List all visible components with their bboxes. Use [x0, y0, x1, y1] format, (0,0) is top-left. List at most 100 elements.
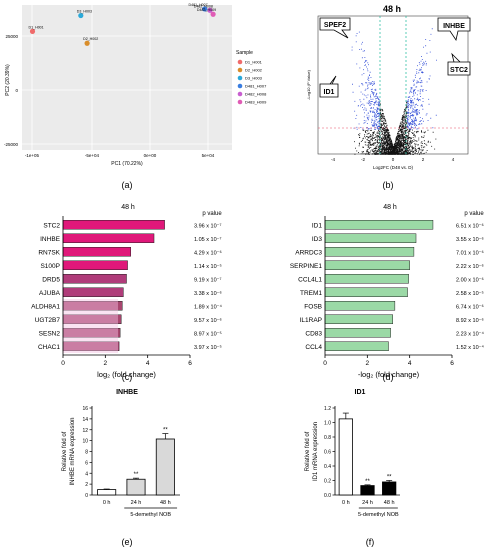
pca-ytick-1: 0 [15, 88, 18, 93]
volcano-xlabel: Log2FC (D48 vs. D) [373, 165, 414, 170]
bar [324, 328, 391, 338]
bar-chart-c: 48 h p value STC2 3.96 x 10⁻⁷ INHBE 1.05 x 10… [31, 204, 222, 379]
significance-marker: ** [134, 472, 139, 478]
bar [62, 274, 127, 284]
bar-chart-f: ID1 0.0 0.2 0.4 0.6 0.8 1.0 1.2 Relative fold of… [305, 389, 400, 518]
bar-category-label: STC2 [43, 222, 60, 229]
y-tick-label: 0.6 [324, 450, 331, 456]
bar-category-label: INHBE [40, 236, 61, 243]
bar-category-label: ARRDC3 [295, 249, 322, 256]
panel-label-c: (c) [122, 372, 133, 382]
y-tick-label: 2 [85, 482, 88, 488]
bar-p-value: 9.19 x 10⁻⁷ [194, 276, 222, 283]
bar [62, 247, 131, 257]
volcano-nonsig-points [354, 101, 437, 155]
bar-p-value: 1.05 x 10⁻⁷ [194, 236, 222, 243]
bar [62, 260, 128, 270]
pca-point [84, 40, 90, 46]
volcano-plot-area [317, 15, 469, 155]
bar-category-label: ID3 [312, 236, 323, 243]
bar-p-value: 4.29 x 10⁻⁶ [194, 249, 222, 256]
x-axis-label: -log₂ (fold change) [358, 370, 420, 379]
y-tick-label: 14 [82, 417, 88, 423]
x-tick-label: 24 h [362, 500, 373, 506]
x-tick-label: 0 h [103, 500, 111, 506]
bar-category-label: ID1 [312, 222, 323, 229]
bar-category-label: CCL4L1 [298, 276, 322, 283]
pca-legend-label: D481_H007 [245, 84, 267, 89]
volcano-points [351, 28, 437, 155]
panel-label-e: (e) [122, 537, 133, 547]
pca-legend-label: D483_H009 [245, 100, 267, 105]
pca-point-label: D1_H001 [29, 25, 44, 29]
bar-chart-e: INHBE 0 2 4 6 8 10 12 14 16 Relative fold of INHBE … [62, 389, 180, 518]
bar-p-value: 1.14 x 10⁻⁵ [194, 263, 222, 270]
bar-category-label: RN7SK [38, 249, 60, 256]
x-tick-label: 6 [188, 360, 192, 367]
volcano-xtick-0: -4 [331, 157, 335, 162]
bar-p-value: 2.23 x 10⁻⁴ [456, 330, 485, 337]
pca-point [207, 7, 213, 13]
pca-xtick-1: -5e+04 [85, 153, 100, 158]
callout-inhbe-label: INHBE [443, 23, 465, 30]
bar-p-value: 3.38 x 10⁻⁶ [194, 290, 222, 297]
y-tick-label: 0 [85, 493, 88, 499]
bar [324, 341, 389, 351]
bar-category-label: IL1RAP [300, 317, 322, 324]
bar [62, 233, 155, 243]
bar-p-value: 2.58 x 10⁻⁵ [456, 290, 484, 297]
bar [360, 485, 375, 496]
bar-p-value: 6.74 x 10⁻⁶ [456, 303, 484, 310]
bar-category-label: ALDH8A1 [31, 303, 60, 310]
bar-p-value: 9.57 x 10⁻⁶ [194, 317, 222, 324]
bar-category-label: CD83 [305, 330, 322, 337]
pca-point-label: D2_H002 [83, 37, 98, 41]
bar [324, 260, 410, 270]
bar [324, 220, 434, 230]
y-tick-label: 0.8 [324, 435, 331, 441]
bar-chart-title: ID1 [355, 389, 366, 396]
pca-legend-swatch [237, 99, 243, 105]
bar-category-label: AJUBA [39, 290, 61, 297]
volcano-sig-points [351, 28, 437, 130]
bar [324, 287, 408, 297]
y-tick-label: 4 [85, 471, 88, 477]
x-tick-label: 4 [408, 360, 412, 367]
bar [324, 301, 396, 311]
pca-point-label: D481_H007 [189, 3, 208, 7]
group-label: 5-demethyl NOB [130, 512, 171, 518]
y-tick-label: 1.0 [324, 421, 331, 427]
bar-p-value: 7.01 x 10⁻⁶ [456, 249, 484, 256]
volcano-ylabel: -Log10 (P Value) [306, 69, 311, 100]
x-tick-label: 6 [450, 360, 454, 367]
bar-category-label: CCL4 [305, 344, 322, 351]
y-tick-label: 0.2 [324, 479, 331, 485]
bar [126, 478, 146, 496]
bar [324, 233, 417, 243]
significance-marker: ** [163, 428, 168, 434]
pca-point [202, 6, 208, 12]
highlight-band [63, 299, 119, 353]
bar [324, 274, 409, 284]
bar [338, 418, 353, 496]
pca-point [210, 11, 216, 17]
bar-category-label: SESN2 [39, 330, 61, 337]
bar-p-value: 2.00 x 10⁻⁶ [456, 276, 484, 283]
bar-p-value: 1.52 x 10⁻⁴ [456, 344, 485, 351]
y-tick-label: 0.0 [324, 493, 331, 499]
pca-legend-label: D1_H001 [245, 60, 263, 65]
pca-legend-swatch [237, 91, 243, 97]
y-tick-label: 1.2 [324, 406, 331, 412]
pca-legend: D1_H001 D2_H002 D3_H003 D481_H007 D482_H008 D… [237, 60, 267, 105]
pca-legend-swatch [237, 83, 243, 89]
x-tick-label: 48 h [160, 500, 171, 506]
pca-ylabel: PC2 (20.39%) [5, 64, 11, 96]
pca-legend-label: D3_H003 [245, 76, 263, 81]
pca-point-label: D482_H008 [194, 4, 213, 8]
panel-label-a: (a) [122, 180, 133, 190]
bar [382, 481, 397, 496]
bar-chart-d: 48 h p value ID1 6.51 x 10⁻⁶ ID3 3.55 x 10⁻⁶ A… [290, 204, 485, 379]
bar-p-value: 2.22 x 10⁻⁶ [456, 263, 484, 270]
x-tick-label: 24 h [131, 500, 142, 506]
